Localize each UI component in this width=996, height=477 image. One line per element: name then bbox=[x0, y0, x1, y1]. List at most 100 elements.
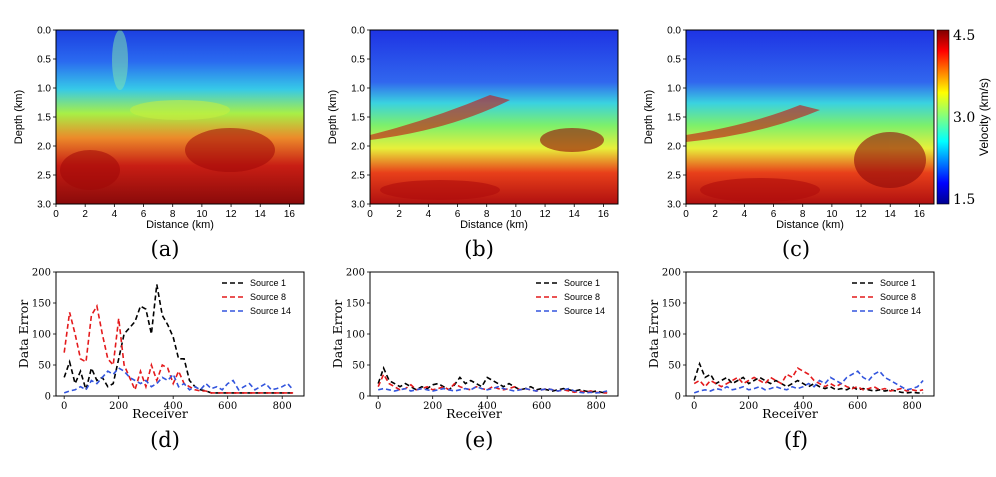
x-tick-label: 0 bbox=[53, 209, 59, 220]
series-line bbox=[63, 303, 294, 394]
y-tick-label: 2.0 bbox=[667, 142, 681, 153]
colorbar: 4.5 3.0 1.5 Velocity (km/s) bbox=[936, 28, 991, 208]
series-line bbox=[378, 385, 608, 394]
x-tick-label: 800 bbox=[273, 401, 292, 412]
legend-label: Source 8 bbox=[564, 292, 600, 302]
y-tick-label: 0.5 bbox=[351, 55, 365, 66]
y-tick-label: 150 bbox=[32, 299, 51, 310]
colorbar-tick-min: 1.5 bbox=[953, 192, 975, 208]
xlabel: Receiver bbox=[446, 406, 502, 421]
axes-a: 0 2 4 6 8 10 12 14 16 0.0 0.5 1.0 1.5 2.0 2.5 3.0 bbox=[37, 26, 295, 221]
ylabel-a: Depth (km) bbox=[13, 90, 25, 144]
x-tick-label: 2 bbox=[396, 209, 402, 220]
ylabel: Data Error bbox=[330, 300, 345, 369]
series-line bbox=[693, 367, 924, 392]
x-tick-label: 800 bbox=[903, 401, 922, 412]
y-tick-label: 1.0 bbox=[351, 84, 365, 95]
x-tick-label: 8 bbox=[800, 209, 806, 220]
x-tick-label: 16 bbox=[284, 209, 296, 220]
colorbar-tick-mid: 3.0 bbox=[953, 110, 975, 126]
y-tick-label: 100 bbox=[32, 330, 51, 341]
axes-c: 0 2 4 6 8 10 12 14 16 0.0 0.5 1.0 1.5 2.0 2.5 3.0 bbox=[667, 26, 925, 221]
series-line bbox=[63, 367, 294, 394]
y-tick-label: 2.5 bbox=[351, 171, 365, 182]
y-tick-label: 0.5 bbox=[667, 55, 681, 66]
legend-label: Source 14 bbox=[250, 306, 291, 316]
panel-f: (f) 0 200 400 600 800 0 50 100 150 200 Receiver Dat… bbox=[646, 268, 935, 452]
caption-d: (d) bbox=[150, 428, 180, 452]
xlabel: Receiver bbox=[762, 406, 818, 421]
plot-frame bbox=[55, 271, 305, 397]
y-tick-label: 0.0 bbox=[351, 26, 365, 37]
y-tick-label: 50 bbox=[352, 361, 365, 372]
legend-label: Source 1 bbox=[564, 278, 600, 288]
y-tick-label: 0 bbox=[359, 392, 365, 403]
y-tick-label: 3.0 bbox=[667, 200, 681, 211]
xlabel-a: Distance (km) bbox=[146, 219, 214, 231]
y-tick-label: 1.5 bbox=[667, 113, 681, 124]
y-tick-label: 1.5 bbox=[351, 113, 365, 124]
caption-f: (f) bbox=[784, 428, 808, 452]
y-tick-label: 0.0 bbox=[667, 26, 681, 37]
y-tick-label: 2.5 bbox=[667, 171, 681, 182]
y-tick-label: 200 bbox=[662, 268, 681, 279]
x-tick-label: 10 bbox=[196, 209, 208, 220]
caption-b: (b) bbox=[464, 237, 494, 261]
colorbar-tick-max: 4.5 bbox=[953, 28, 975, 44]
ylabel-b: Depth (km) bbox=[327, 90, 339, 144]
heatmap-c-features bbox=[686, 105, 926, 202]
x-tick-label: 0 bbox=[683, 209, 689, 220]
x-tick-label: 200 bbox=[739, 401, 758, 412]
y-tick-label: 50 bbox=[38, 361, 51, 372]
x-tick-label: 12 bbox=[539, 209, 551, 220]
x-tick-label: 6 bbox=[455, 209, 461, 220]
x-tick-label: 0 bbox=[367, 209, 373, 220]
heatmap-a-features bbox=[60, 30, 275, 190]
colorbar-title: Velocity (km/s) bbox=[977, 78, 991, 156]
y-tick-label: 0 bbox=[675, 392, 681, 403]
heatmap-b bbox=[370, 30, 618, 204]
y-tick-label: 0.0 bbox=[37, 26, 51, 37]
x-tick-label: 400 bbox=[794, 401, 813, 412]
legend-label: Source 8 bbox=[250, 292, 286, 302]
panel-b: 0 2 4 6 8 10 12 14 16 0.0 0.5 1.0 1.5 2.0 2.5 3.0 Dista… bbox=[327, 26, 619, 261]
xlabel-c: Distance (km) bbox=[776, 219, 844, 231]
x-tick-label: 200 bbox=[423, 401, 442, 412]
x-tick-label: 200 bbox=[109, 401, 128, 412]
series-line bbox=[693, 370, 924, 394]
y-tick-label: 200 bbox=[32, 268, 51, 279]
panel-e: (e) 0 200 400 600 800 0 50 100 150 200 Receiver Dat… bbox=[330, 268, 619, 452]
y-tick-label: 0.5 bbox=[37, 55, 51, 66]
y-tick-label: 1.0 bbox=[37, 84, 51, 95]
heatmap-b-features bbox=[370, 95, 604, 200]
x-tick-label: 0 bbox=[61, 401, 67, 412]
y-tick-label: 3.0 bbox=[37, 200, 51, 211]
y-tick-label: 1.0 bbox=[667, 84, 681, 95]
y-tick-label: 2.0 bbox=[351, 142, 365, 153]
caption-c: (c) bbox=[782, 237, 810, 261]
legend-label: Source 8 bbox=[880, 292, 916, 302]
x-tick-label: 16 bbox=[598, 209, 610, 220]
y-tick-label: 50 bbox=[668, 361, 681, 372]
ylabel-c: Depth (km) bbox=[643, 90, 655, 144]
caption-e: (e) bbox=[465, 428, 494, 452]
y-tick-label: 2.5 bbox=[37, 171, 51, 182]
x-tick-label: 600 bbox=[218, 401, 237, 412]
plot-frame bbox=[369, 271, 619, 397]
y-tick-label: 150 bbox=[662, 299, 681, 310]
x-tick-label: 2 bbox=[712, 209, 718, 220]
x-tick-label: 6 bbox=[771, 209, 777, 220]
plot-frame bbox=[685, 271, 935, 397]
x-tick-label: 14 bbox=[569, 209, 581, 220]
x-tick-label: 4 bbox=[426, 209, 432, 220]
x-tick-label: 800 bbox=[587, 401, 606, 412]
panel-a: 0 2 4 6 8 10 12 14 16 0.0 0.5 1.0 1.5 2.0 2.5 3.0 Dista… bbox=[13, 26, 305, 261]
x-tick-label: 0 bbox=[691, 401, 697, 412]
x-tick-label: 400 bbox=[164, 401, 183, 412]
x-tick-label: 0 bbox=[375, 401, 381, 412]
xlabel-b: Distance (km) bbox=[460, 219, 528, 231]
legend-label: Source 1 bbox=[250, 278, 286, 288]
x-tick-label: 6 bbox=[141, 209, 147, 220]
y-tick-label: 0 bbox=[45, 392, 51, 403]
axes-b: 0 2 4 6 8 10 12 14 16 0.0 0.5 1.0 1.5 2.0 2.5 3.0 bbox=[351, 26, 609, 221]
